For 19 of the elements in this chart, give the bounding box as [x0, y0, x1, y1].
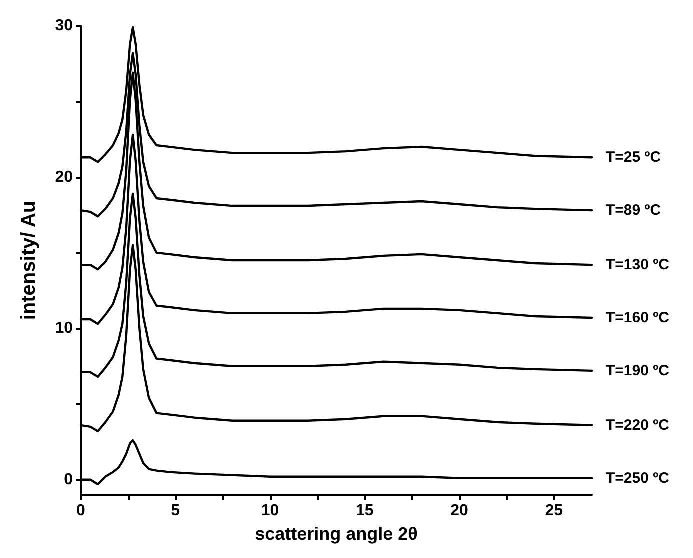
series-label: T=160 ºC: [606, 309, 670, 326]
y-tick-label: 10: [55, 320, 74, 338]
y-tick-label: 0: [64, 471, 74, 488]
x-axis-title: scattering angle 2θ: [255, 524, 418, 544]
series-label: T=190 ºC: [606, 362, 670, 380]
series-label: T=25 ºC: [606, 149, 662, 166]
x-tick-label: 20: [450, 502, 469, 520]
series-label: T=250 ºC: [606, 470, 670, 487]
series-label: T=89 ºC: [606, 202, 662, 220]
y-tick-label: 20: [55, 168, 74, 186]
series-label: T=130 ºC: [606, 256, 670, 274]
y-axis-title: intensity/ Au: [18, 200, 40, 320]
x-tick-label: 25: [545, 502, 564, 520]
x-tick-label: 5: [171, 502, 180, 520]
x-tick-label: 10: [261, 502, 280, 520]
y-tick-label: 30: [55, 18, 74, 34]
series-label: T=220 ºC: [606, 416, 670, 434]
x-tick-label: 0: [76, 502, 86, 520]
x-tick-label: 15: [356, 502, 374, 520]
